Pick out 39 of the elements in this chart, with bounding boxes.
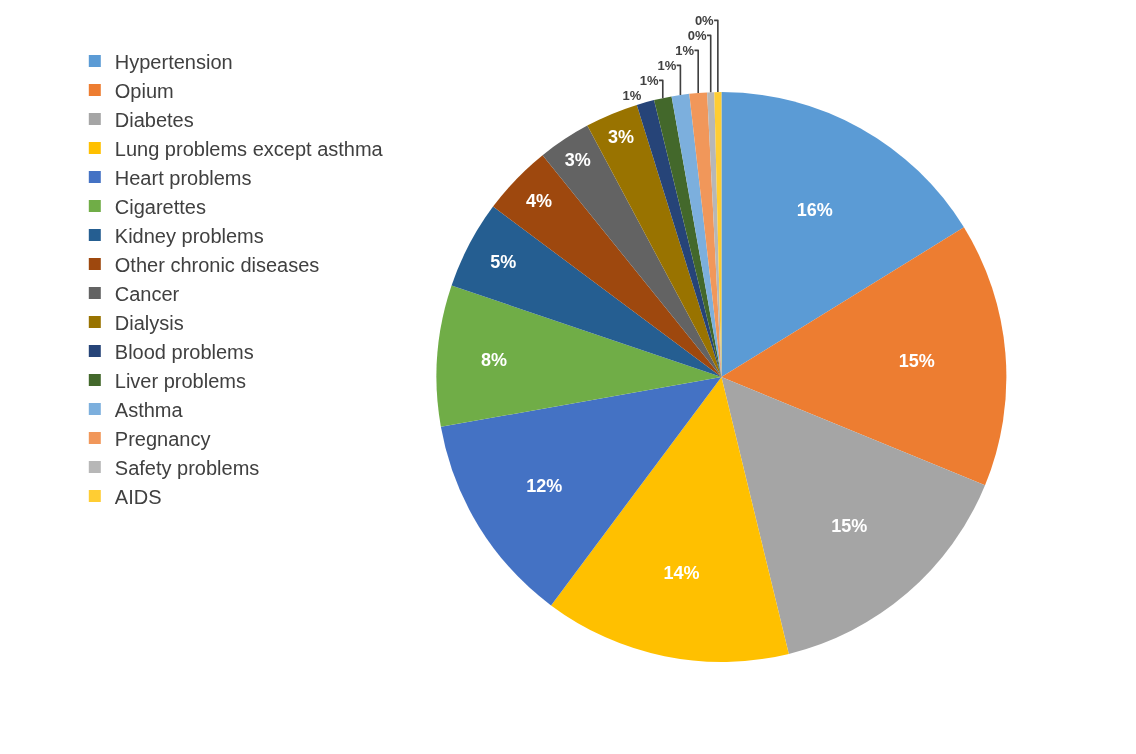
data-label: 16%	[796, 199, 833, 220]
pie-slice	[721, 227, 1007, 486]
legend-label: AIDS	[114, 485, 162, 508]
data-label: 1%	[657, 57, 677, 73]
data-label: 5%	[490, 252, 517, 273]
legend-label: Diabetes	[114, 108, 194, 131]
legend-label: Dialysis	[114, 311, 184, 334]
legend-label: Lung problems except asthma	[114, 137, 384, 160]
pie-slice	[440, 377, 722, 606]
data-label: 8%	[480, 349, 507, 370]
pie-slice	[636, 100, 722, 377]
data-label: 1%	[639, 72, 660, 88]
legend-label: Opium	[114, 79, 174, 102]
data-label: 1%	[622, 87, 642, 103]
data-label: 15%	[898, 351, 935, 372]
legend-label: Asthma	[114, 398, 184, 421]
data-label: 1%	[675, 42, 695, 58]
legend-label: Kidney problems	[114, 224, 264, 247]
legend-label: Safety problems	[114, 456, 260, 479]
legend-label: Heart problems	[114, 166, 252, 189]
data-label: 3%	[608, 126, 635, 147]
legend-label: Pregnancy	[114, 427, 211, 450]
legend-label: Cancer	[114, 282, 180, 305]
data-label: 14%	[663, 562, 700, 583]
pie-slice	[436, 285, 722, 427]
legend-label: Cigarettes	[114, 195, 206, 218]
data-label: 0%	[694, 12, 715, 28]
pie-slice	[451, 206, 722, 377]
legend-label: Other chronic diseases	[114, 253, 320, 276]
legend-label: Blood problems	[114, 340, 254, 363]
data-label: 4%	[526, 191, 553, 212]
data-label: 15%	[831, 515, 868, 536]
legend-label: Liver problems	[114, 369, 246, 392]
data-label: 0%	[687, 27, 707, 43]
data-label: 12%	[526, 476, 563, 497]
pie-slice	[721, 377, 986, 654]
legend-label: Hypertension	[114, 50, 233, 73]
pie-slice	[721, 92, 964, 377]
data-label: 3%	[564, 149, 591, 170]
